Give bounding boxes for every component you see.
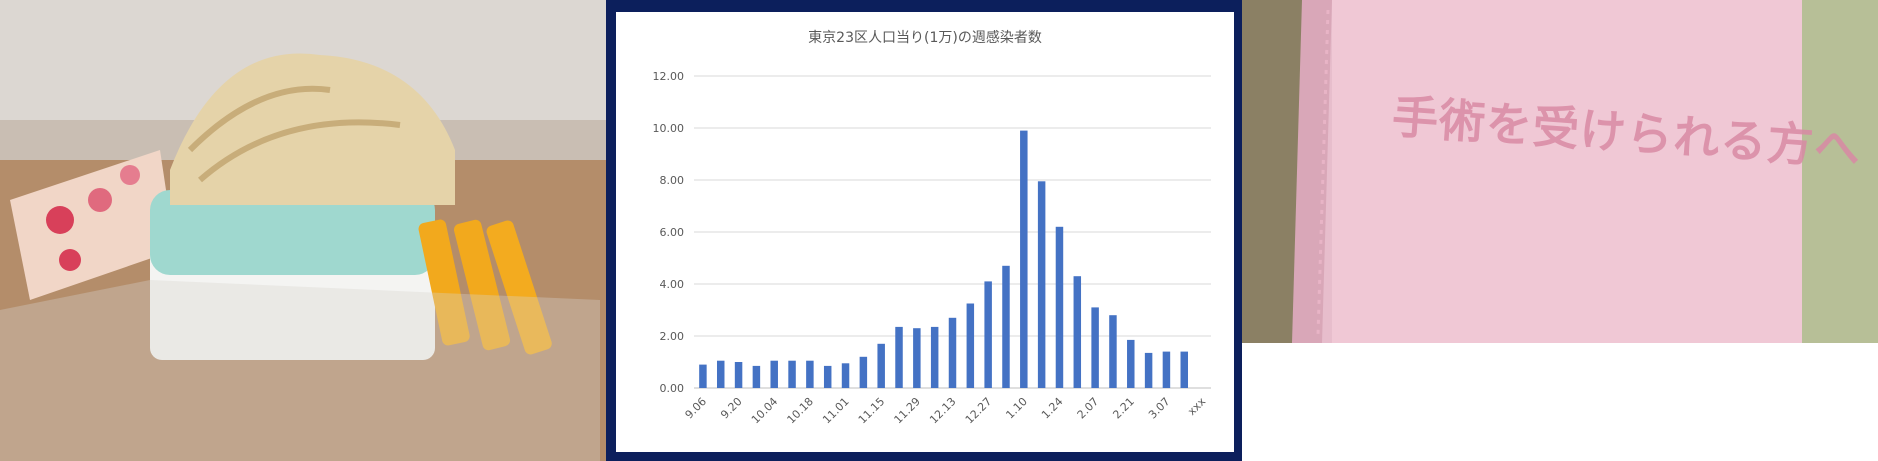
bar bbox=[823, 365, 832, 388]
y-axis-ticks: 0.00 2.00 4.00 6.00 8.00 10.00 12.00 bbox=[653, 70, 685, 395]
photo-pink-binder: 手術を受けられる方へ bbox=[1242, 0, 1878, 343]
x-tick-label: 9.20 bbox=[718, 395, 745, 422]
chart-title: 東京23区人口当り(1万)の週感染者数 bbox=[808, 29, 1042, 46]
x-tick-label: 10.18 bbox=[785, 395, 816, 426]
y-tick-label: 8.00 bbox=[660, 174, 685, 187]
bar bbox=[1144, 352, 1153, 388]
blank-area bbox=[1242, 343, 1878, 461]
x-tick-label: 11.01 bbox=[820, 395, 851, 426]
x-tick-label: 11.29 bbox=[891, 395, 922, 426]
bar bbox=[1020, 130, 1028, 388]
photo-clothes-illustration bbox=[0, 0, 606, 461]
x-tick-label: 2.07 bbox=[1075, 395, 1102, 422]
chart-panel: 東京23区人口当り(1万)の週感染者数 0.00 2.00 4.00 6.00 8.00… bbox=[616, 12, 1234, 452]
y-tick-label: 6.00 bbox=[660, 226, 685, 239]
x-tick-label: 2.21 bbox=[1110, 395, 1137, 422]
y-tick-label: 0.00 bbox=[660, 382, 685, 395]
x-tick-label: 12.13 bbox=[927, 395, 958, 426]
bar bbox=[716, 360, 725, 388]
bar bbox=[877, 343, 885, 388]
x-axis-ticks: 9.06 9.20 10.04 10.18 11.01 11.15 11.29 12.13 12… bbox=[683, 395, 1209, 427]
bar bbox=[734, 362, 743, 388]
bar bbox=[1037, 181, 1046, 388]
bar bbox=[699, 364, 707, 388]
bars bbox=[699, 130, 1189, 388]
bar bbox=[752, 365, 761, 388]
bar bbox=[806, 360, 814, 388]
bar bbox=[1127, 339, 1135, 388]
bar bbox=[930, 326, 939, 388]
bar bbox=[1055, 226, 1064, 388]
x-tick-label: xxx bbox=[1185, 395, 1208, 418]
y-tick-label: 2.00 bbox=[660, 330, 685, 343]
y-tick-label: 4.00 bbox=[660, 278, 685, 291]
bar bbox=[966, 303, 975, 388]
bar-chart: 東京23区人口当り(1万)の週感染者数 0.00 2.00 4.00 6.00 8.00… bbox=[653, 29, 1211, 427]
bar bbox=[984, 281, 992, 388]
bar bbox=[1002, 265, 1010, 388]
x-tick-label: 9.06 bbox=[683, 395, 710, 422]
bar bbox=[859, 356, 868, 388]
bar bbox=[1091, 307, 1099, 388]
x-tick-label: 10.04 bbox=[749, 395, 780, 426]
bar bbox=[895, 326, 903, 388]
bar bbox=[948, 317, 957, 388]
bar bbox=[1109, 315, 1117, 388]
binder-illustration bbox=[1242, 0, 1878, 343]
chart-frame: 東京23区人口当り(1万)の週感染者数 0.00 2.00 4.00 6.00 8.00… bbox=[606, 0, 1242, 461]
x-tick-label: 3.07 bbox=[1146, 395, 1173, 422]
bar bbox=[913, 328, 921, 388]
y-tick-label: 12.00 bbox=[653, 70, 685, 83]
bar bbox=[841, 363, 850, 388]
x-tick-label: 1.10 bbox=[1003, 395, 1030, 422]
bar bbox=[1162, 351, 1171, 388]
bar bbox=[770, 360, 778, 388]
bar bbox=[1180, 351, 1189, 388]
x-tick-label: 1.24 bbox=[1039, 395, 1066, 422]
bar bbox=[1073, 276, 1082, 388]
x-tick-label: 12.27 bbox=[963, 395, 994, 426]
x-tick-label: 11.15 bbox=[856, 395, 887, 426]
photo-clothes-and-towels bbox=[0, 0, 606, 461]
bar bbox=[788, 360, 796, 388]
y-tick-label: 10.00 bbox=[653, 122, 685, 135]
